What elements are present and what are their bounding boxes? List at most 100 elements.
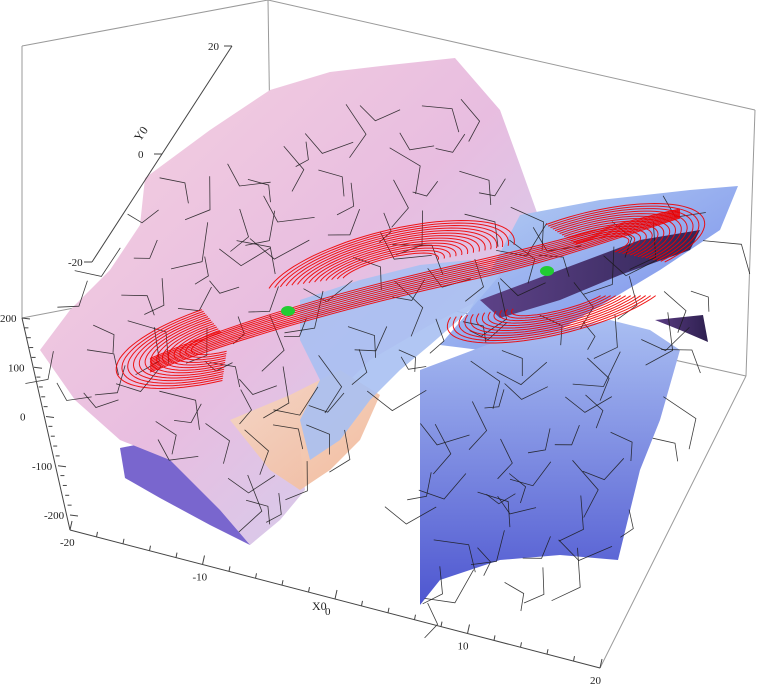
mesh-line	[336, 182, 355, 216]
mesh-line	[366, 389, 427, 412]
mesh-line	[641, 327, 690, 352]
x-minor-tick	[255, 573, 257, 579]
z-tick-label: -200	[44, 510, 65, 522]
mesh-line	[171, 222, 209, 270]
mesh-line	[285, 461, 308, 501]
mesh-line	[25, 351, 54, 384]
x-minor-tick	[149, 545, 151, 551]
orbit-band	[149, 212, 681, 365]
mesh-line	[245, 499, 271, 525]
x-tick-mark	[599, 658, 603, 669]
orbit-arc	[545, 202, 706, 263]
mesh-line	[304, 133, 354, 154]
mesh-line	[329, 429, 351, 473]
orbit-arc	[314, 240, 469, 283]
mesh-line	[74, 247, 121, 277]
mesh-line	[593, 314, 618, 359]
mesh-line	[273, 386, 319, 416]
orbit-arc	[274, 222, 510, 288]
orbit-arc	[342, 252, 439, 279]
x-axis-label: X0	[312, 599, 327, 613]
orbit-arc	[548, 205, 700, 262]
x-minor-tick	[414, 614, 416, 620]
orbit-arc	[331, 247, 451, 281]
orbit-arc	[487, 295, 621, 326]
mesh-line	[500, 278, 546, 297]
orbit-arc	[464, 295, 641, 337]
mesh-line	[347, 326, 376, 358]
mesh-line	[157, 439, 199, 461]
mesh-line	[424, 602, 439, 639]
orbit-arc	[268, 219, 515, 289]
y-tick-label: 0	[138, 149, 144, 161]
mesh-line	[351, 349, 368, 386]
mesh-line	[468, 401, 488, 450]
mesh-line	[159, 390, 200, 430]
mesh-line	[194, 256, 209, 285]
z-tick-label: 200	[0, 313, 17, 325]
mesh-line	[159, 177, 189, 204]
orbit-arc	[144, 317, 225, 376]
mesh-line	[504, 383, 548, 400]
x-tick-mark	[467, 624, 470, 634]
mesh-line	[185, 327, 208, 364]
orbit-arc	[297, 232, 486, 285]
mesh-line	[504, 582, 525, 612]
x-tick-label: 20	[590, 675, 602, 687]
orbit-band	[149, 217, 681, 373]
x-tick-label: 0	[325, 606, 331, 618]
z-tick-mark	[21, 317, 31, 320]
mesh-line	[249, 238, 310, 260]
mesh-line	[558, 495, 584, 542]
mesh-line	[412, 181, 439, 197]
mesh-line	[209, 280, 240, 294]
z-axis: -200 -100 0 100 200	[0, 313, 79, 522]
orbit-arc	[493, 295, 616, 324]
mesh-line	[573, 282, 594, 330]
mesh-line	[238, 474, 263, 533]
orbit-arc	[173, 326, 226, 363]
x-minor-tick	[228, 566, 231, 572]
mesh-line	[432, 424, 452, 475]
mesh-line	[94, 365, 126, 396]
mesh-line	[496, 361, 548, 386]
surface-skirt-left	[120, 440, 250, 545]
mesh-line	[429, 318, 445, 354]
mesh-line	[510, 206, 544, 251]
mesh-line	[121, 294, 155, 316]
orbit-arc	[499, 295, 611, 322]
mesh-line	[470, 360, 501, 409]
mesh-line	[93, 324, 115, 353]
mesh-line	[424, 569, 475, 604]
x-minor-tick	[387, 607, 390, 613]
mesh-line	[610, 431, 633, 462]
mesh-line	[484, 389, 505, 409]
x-minor-tick	[573, 656, 575, 662]
orbit-arc	[156, 321, 225, 371]
orbit-arc	[308, 237, 475, 284]
x-tick-mark	[202, 555, 205, 565]
orbit-arc	[481, 295, 626, 329]
mesh-line	[629, 221, 657, 270]
mesh-line	[230, 208, 249, 252]
mesh-line	[239, 378, 277, 395]
orbit-band	[149, 214, 681, 368]
mesh-line	[353, 256, 382, 291]
orbit-arc	[458, 295, 646, 339]
mesh-line	[661, 349, 701, 374]
orbit-band	[149, 208, 681, 359]
mesh-line	[407, 472, 432, 501]
orbit-arc	[336, 250, 445, 280]
mesh-line	[227, 475, 276, 494]
mesh-line	[354, 326, 388, 352]
mesh-line	[266, 493, 282, 523]
mesh-line	[663, 291, 687, 333]
mesh-line	[587, 357, 610, 401]
mesh-line	[392, 279, 425, 301]
mesh-line	[86, 349, 119, 376]
mesh-line	[247, 179, 271, 203]
surface-mesh	[25, 99, 751, 639]
orbit-arc	[510, 295, 601, 317]
mesh-line	[389, 147, 421, 194]
